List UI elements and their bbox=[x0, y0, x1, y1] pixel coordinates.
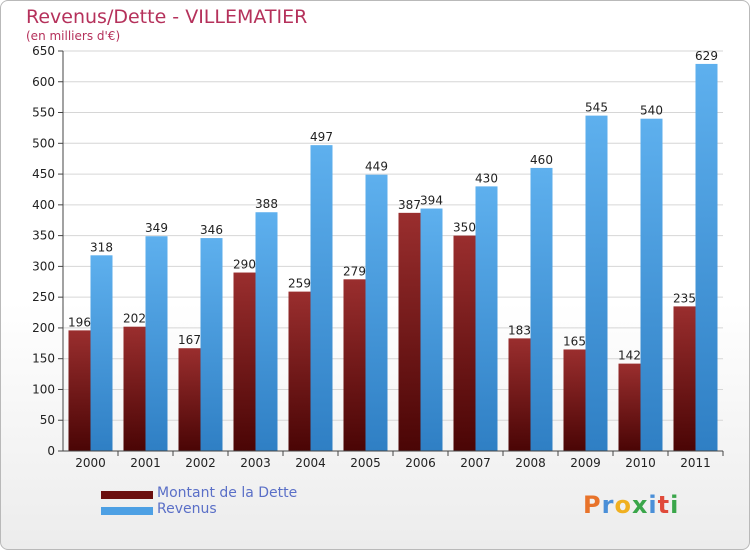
x-tick-label: 2011 bbox=[680, 456, 711, 470]
bar-revenus bbox=[695, 63, 718, 452]
y-tick-label: 400 bbox=[32, 198, 55, 212]
data-label-dette: 279 bbox=[343, 264, 366, 278]
y-tick-label: 450 bbox=[32, 167, 55, 181]
bar-revenus bbox=[200, 238, 223, 451]
bar-dette bbox=[123, 326, 146, 451]
x-tick-label: 2002 bbox=[185, 456, 216, 470]
bar-revenus bbox=[90, 255, 113, 451]
y-tick-label: 550 bbox=[32, 106, 55, 120]
y-tick-label: 600 bbox=[32, 75, 55, 89]
data-label-revenus: 394 bbox=[420, 194, 443, 208]
bar-revenus bbox=[475, 186, 498, 451]
bar-dette bbox=[343, 279, 366, 451]
x-tick-label: 2001 bbox=[130, 456, 161, 470]
data-label-revenus: 388 bbox=[255, 197, 278, 211]
bar-dette bbox=[398, 212, 421, 451]
legend-label-debt: Montant de la Dette bbox=[157, 485, 298, 501]
data-label-dette: 167 bbox=[178, 333, 201, 347]
bars bbox=[68, 63, 718, 452]
logo-letter: o bbox=[614, 491, 632, 519]
y-tick-label: 250 bbox=[32, 290, 55, 304]
bar-revenus bbox=[310, 145, 333, 451]
bar-revenus bbox=[145, 236, 168, 451]
logo-letter: t bbox=[657, 491, 671, 519]
data-label-dette: 235 bbox=[673, 291, 696, 305]
data-label-dette: 259 bbox=[288, 277, 311, 291]
bar-dette bbox=[618, 363, 641, 451]
y-tick-label: 650 bbox=[32, 44, 55, 58]
logo-letter: P bbox=[583, 491, 602, 519]
y-tick-label: 0 bbox=[47, 444, 55, 458]
x-tick-label: 2000 bbox=[75, 456, 106, 470]
data-label-dette: 165 bbox=[563, 334, 586, 348]
data-label-revenus: 349 bbox=[145, 221, 168, 235]
chart-title: Revenus/Dette - VILLEMATIER bbox=[26, 6, 308, 28]
y-tick-label: 300 bbox=[32, 259, 55, 273]
y-tick-label: 150 bbox=[32, 352, 55, 366]
proxiti-logo: Proxiti bbox=[583, 491, 679, 519]
chart-subtitle: (en milliers d'€) bbox=[26, 29, 121, 43]
x-tick-label: 2005 bbox=[350, 456, 381, 470]
logo-letter: x bbox=[631, 491, 649, 519]
data-label-revenus: 497 bbox=[310, 130, 333, 144]
legend-swatch-debt bbox=[101, 491, 153, 499]
axes: 0 50 100 150 200 250 300 350 400 450 500 550 600 650 2… bbox=[32, 44, 724, 470]
data-label-revenus: 449 bbox=[365, 160, 388, 174]
bar-dette bbox=[673, 306, 696, 451]
data-label-revenus: 460 bbox=[530, 153, 553, 167]
y-tick-label: 350 bbox=[32, 229, 55, 243]
y-tick-label: 500 bbox=[32, 136, 55, 150]
y-tick-label: 50 bbox=[40, 413, 55, 427]
logo-letter: r bbox=[601, 491, 615, 519]
bar-dette bbox=[178, 348, 201, 451]
x-tick-label: 2007 bbox=[460, 456, 491, 470]
x-tick-label: 2006 bbox=[405, 456, 436, 470]
y-tick-label: 200 bbox=[32, 321, 55, 335]
data-label-revenus: 629 bbox=[695, 49, 718, 63]
bar-dette bbox=[288, 291, 311, 451]
y-tick-label: 100 bbox=[32, 382, 55, 396]
data-label-revenus: 430 bbox=[475, 171, 498, 185]
data-label-dette: 290 bbox=[233, 258, 256, 272]
data-label-revenus: 346 bbox=[200, 223, 223, 237]
bar-dette bbox=[453, 235, 476, 451]
gridlines bbox=[63, 50, 723, 421]
bar-dette bbox=[563, 349, 586, 451]
bar-revenus bbox=[255, 212, 278, 451]
data-label-dette: 387 bbox=[398, 198, 421, 212]
x-tick-label: 2004 bbox=[295, 456, 326, 470]
bar-revenus bbox=[640, 118, 663, 451]
data-label-revenus: 545 bbox=[585, 101, 608, 115]
x-tick-label: 2010 bbox=[625, 456, 656, 470]
x-tick-label: 2008 bbox=[515, 456, 546, 470]
data-label-dette: 196 bbox=[68, 315, 91, 329]
bar-revenus bbox=[365, 174, 388, 451]
logo-letter: i bbox=[670, 491, 680, 519]
data-label-dette: 142 bbox=[618, 349, 641, 363]
logo-letter: i bbox=[648, 491, 658, 519]
legend-label-revenus: Revenus bbox=[157, 501, 217, 517]
bar-dette bbox=[508, 338, 531, 451]
legend-swatch-revenus bbox=[101, 507, 153, 515]
bar-dette bbox=[68, 330, 91, 451]
data-label-revenus: 540 bbox=[640, 104, 663, 118]
bar-revenus bbox=[585, 115, 608, 451]
x-tick-label: 2009 bbox=[570, 456, 601, 470]
data-label-revenus: 318 bbox=[90, 240, 113, 254]
data-label-dette: 350 bbox=[453, 221, 476, 235]
data-label-dette: 183 bbox=[508, 323, 531, 337]
bar-dette bbox=[233, 272, 256, 451]
bar-revenus bbox=[420, 208, 443, 451]
bar-revenus bbox=[530, 167, 553, 451]
data-label-dette: 202 bbox=[123, 312, 146, 326]
x-tick-label: 2003 bbox=[240, 456, 271, 470]
